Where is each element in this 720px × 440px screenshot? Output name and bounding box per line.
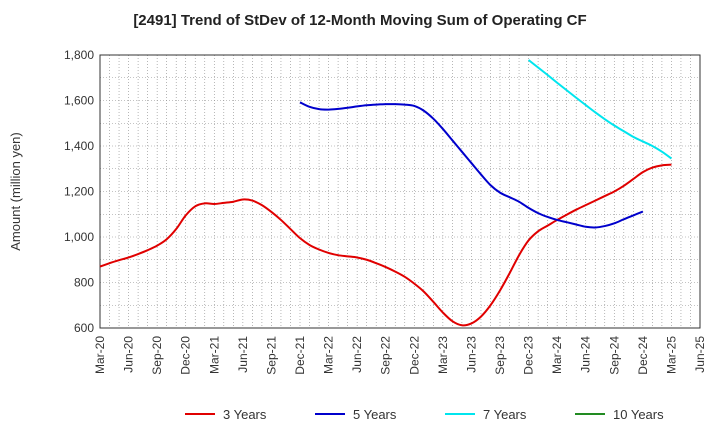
x-tick-label: Jun-25 <box>693 336 707 373</box>
series-line-7-years <box>527 59 673 160</box>
x-tick-label: Jun-24 <box>579 336 593 373</box>
legend-label-3-years: 3 Years <box>223 407 267 422</box>
x-tick-label: Dec-22 <box>407 336 421 375</box>
x-tick-label: Dec-23 <box>522 336 536 375</box>
y-axis-label: Amount (million yen) <box>8 132 23 251</box>
y-tick-label: 1,000 <box>64 230 94 244</box>
y-tick-label: 600 <box>74 321 94 335</box>
legend-label-7-years: 7 Years <box>483 407 527 422</box>
y-tick-label: 800 <box>74 276 94 290</box>
x-tick-label: Mar-24 <box>550 336 564 374</box>
x-tick-label: Jun-20 <box>122 336 136 373</box>
x-tick-label: Dec-20 <box>179 336 193 375</box>
x-tick-label: Jun-23 <box>464 336 478 373</box>
x-tick-label: Dec-24 <box>636 336 650 375</box>
x-tick-label: Mar-23 <box>436 336 450 374</box>
x-tick-label: Mar-22 <box>322 336 336 374</box>
x-tick-label: Sep-21 <box>264 336 278 375</box>
series-line-5-years <box>299 101 644 229</box>
x-tick-label: Mar-20 <box>93 336 107 374</box>
x-tick-label: Sep-20 <box>150 336 164 375</box>
plot-frame <box>99 54 701 329</box>
series-line-3-years <box>99 163 672 327</box>
y-tick-label: 1,800 <box>64 48 94 62</box>
x-tick-label: Dec-21 <box>293 336 307 375</box>
x-tick-label: Sep-22 <box>379 336 393 375</box>
x-tick-label: Sep-23 <box>493 336 507 375</box>
legend-label-5-years: 5 Years <box>353 407 397 422</box>
legend-label-10-years: 10 Years <box>613 407 664 422</box>
x-tick-label: Mar-25 <box>664 336 678 374</box>
chart-title: [2491] Trend of StDev of 12-Month Moving… <box>133 12 587 29</box>
x-tick-label: Mar-21 <box>207 336 221 374</box>
x-tick-label: Jun-21 <box>236 336 250 373</box>
x-tick-label: Jun-22 <box>350 336 364 373</box>
x-tick-label: Sep-24 <box>607 336 621 375</box>
y-tick-label: 1,600 <box>64 94 94 108</box>
y-tick-label: 1,400 <box>64 139 94 153</box>
y-tick-label: 1,200 <box>64 185 94 199</box>
